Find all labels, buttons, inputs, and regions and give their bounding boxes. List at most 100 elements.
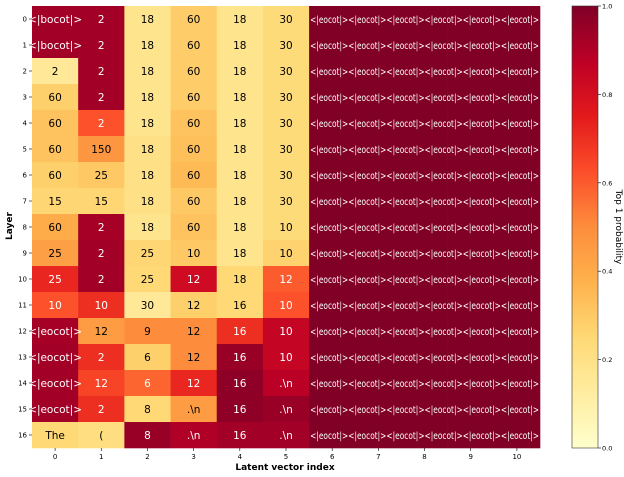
cell-label: 15 (48, 196, 61, 208)
heatmap-cell (447, 6, 495, 33)
heatmap-cell (355, 292, 402, 319)
cell-label: 18 (233, 170, 246, 182)
heatmap-cell (216, 214, 264, 241)
colorbar-tick-label: 0.4 (602, 268, 612, 276)
heatmap-cell (170, 6, 218, 33)
cell-label: 18 (233, 196, 246, 208)
fill-token-label: <|eocot|><|eocot|><|eocot|><|eocot|><|eo… (310, 301, 539, 312)
cell-label: 10 (187, 248, 200, 260)
cell-label: 18 (233, 274, 246, 286)
heatmap-cell (262, 318, 310, 345)
heatmap-cell (32, 6, 79, 33)
x-tick-label: 2 (145, 453, 149, 461)
heatmap-cell (309, 422, 356, 449)
cell-label: 60 (48, 118, 61, 130)
heatmap-cell (447, 344, 495, 371)
heatmap-cell (124, 136, 171, 163)
heatmap-cell (493, 32, 541, 59)
cell-label: 18 (141, 222, 154, 234)
cell-label: 60 (48, 170, 61, 182)
fill-token-label: <|eocot|><|eocot|><|eocot|><|eocot|><|eo… (310, 275, 539, 286)
heatmap-cell (78, 396, 125, 423)
heatmap-cell (355, 344, 402, 371)
heatmap-cell (447, 266, 495, 293)
heatmap-cell (355, 188, 402, 215)
y-tick-label: 4 (23, 120, 28, 128)
heatmap-cell (493, 370, 541, 397)
colorbar-tick-label: 0.8 (602, 91, 612, 99)
x-tick-label: 6 (330, 453, 335, 461)
fill-token-label: <|eocot|><|eocot|><|eocot|><|eocot|><|eo… (310, 223, 539, 234)
heatmap-cell (493, 188, 541, 215)
cell-label: <|bocot|> (28, 14, 82, 26)
heatmap-cell (170, 292, 218, 319)
heatmap-cell (32, 32, 79, 59)
cell-label: 10 (279, 352, 292, 364)
heatmap-cell (309, 370, 356, 397)
y-tick-label: 15 (18, 406, 27, 414)
cell-label: 8 (144, 430, 151, 442)
cell-label: 60 (187, 92, 200, 104)
cell-label: 18 (141, 196, 154, 208)
heatmap-cell (124, 370, 171, 397)
heatmap-cell (78, 214, 125, 241)
x-tick-label: 7 (376, 453, 380, 461)
heatmap-cell (78, 6, 125, 33)
cell-label: 16 (233, 300, 247, 312)
heatmap-cell (124, 32, 171, 59)
cell-label: 60 (48, 222, 61, 234)
colorbar-tick-label: 0.0 (602, 445, 612, 453)
heatmap-cell (493, 84, 541, 111)
cell-label: 12 (187, 378, 200, 390)
heatmap-cell (401, 318, 448, 345)
heatmap-cell (355, 240, 402, 267)
heatmap-cell (32, 240, 79, 267)
fill-token-label: <|eocot|><|eocot|><|eocot|><|eocot|><|eo… (310, 405, 539, 416)
heatmap-cell (78, 344, 125, 371)
heatmap-cell (262, 240, 310, 267)
cell-label: <|bocot|> (28, 40, 82, 52)
cell-label: 25 (48, 274, 61, 286)
fill-token-label: <|eocot|><|eocot|><|eocot|><|eocot|><|eo… (310, 431, 539, 442)
cell-label: 150 (91, 144, 111, 156)
colorbar: 0.0 0.2 0.4 0.6 0.8 1.0 Top 1 probability (571, 3, 623, 453)
y-tick-label: 12 (18, 328, 27, 336)
y-axis-label: Layer (5, 211, 15, 240)
cell-label: 2 (98, 274, 105, 286)
heatmap-cell (78, 110, 125, 137)
heatmap-cell (262, 58, 310, 85)
heatmap-cell (78, 266, 125, 293)
cell-label: 30 (279, 92, 292, 104)
heatmap-cell (124, 6, 171, 33)
y-tick-label: 13 (18, 354, 27, 362)
heatmap-cell (401, 110, 448, 137)
cell-label: 2 (98, 118, 105, 130)
heatmap-cell (32, 396, 79, 423)
heatmap-cell (493, 266, 541, 293)
heatmap-cell (32, 214, 79, 241)
cell-label: 60 (187, 66, 200, 78)
fill-token-label: <|eocot|><|eocot|><|eocot|><|eocot|><|eo… (310, 379, 539, 390)
x-tick-label: 10 (512, 453, 521, 461)
y-tick-label: 5 (23, 146, 27, 154)
y-tick-label: 16 (18, 432, 27, 440)
heatmap-cell (309, 240, 356, 267)
heatmap-cell (32, 422, 79, 449)
cell-label: 60 (187, 118, 200, 130)
cell-label: 2 (98, 66, 105, 78)
heatmap-cell (170, 214, 218, 241)
heatmap-cell (216, 318, 264, 345)
cell-label: 18 (233, 14, 246, 26)
heatmap-cell (447, 84, 495, 111)
heatmap-cell (493, 240, 541, 267)
cell-label: 25 (141, 274, 154, 286)
heatmap-cell (355, 422, 402, 449)
x-tick-label: 5 (284, 453, 288, 461)
cell-label: 25 (95, 170, 108, 182)
heatmap-cell (124, 188, 171, 215)
heatmap-cell (401, 240, 448, 267)
cell-label: .\n (279, 404, 293, 416)
cell-label: <|eocot|> (28, 326, 82, 338)
heatmap-cell (355, 214, 402, 241)
heatmap-cell (216, 396, 264, 423)
